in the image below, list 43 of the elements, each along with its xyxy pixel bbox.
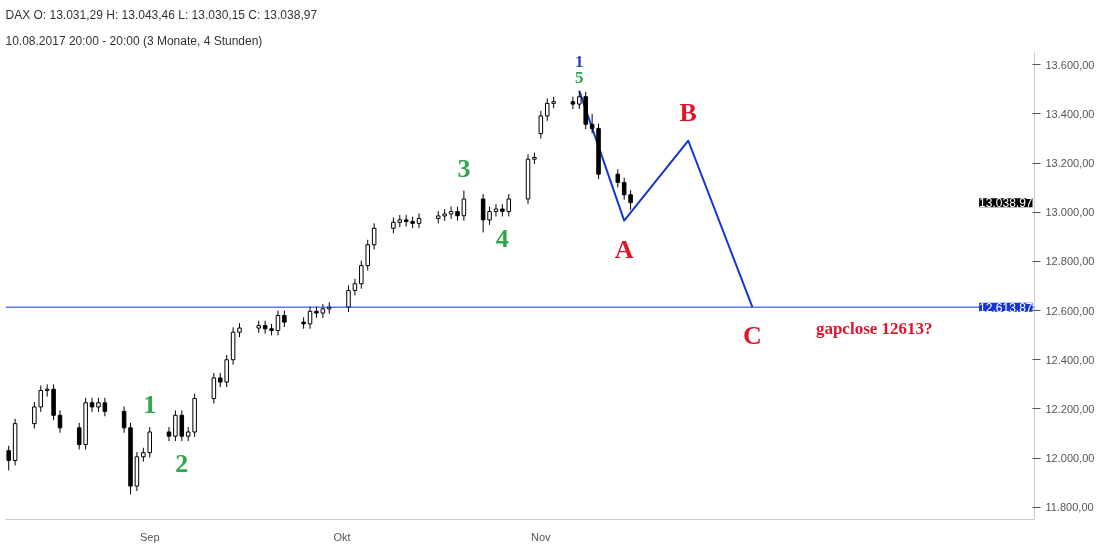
candlestick — [6, 445, 11, 471]
candlestick — [589, 113, 595, 134]
candlestick — [371, 222, 377, 251]
x-tick-label: Sep — [139, 530, 160, 543]
y-tick-label: 12.200,00 — [1045, 402, 1095, 415]
y-tick-label: 11.800,00 — [1045, 501, 1094, 514]
ref-line-label: 12.613,87 — [979, 300, 1033, 315]
y-tick-label: 12.600,00 — [1045, 304, 1095, 317]
candlestick — [89, 397, 95, 413]
candlestick — [493, 203, 499, 217]
candlestick — [307, 305, 313, 330]
annotation: 1 — [143, 390, 157, 420]
candlestick — [570, 96, 576, 110]
annotation: A — [614, 234, 634, 264]
annotation: gapclose 12613? — [815, 319, 933, 339]
chart-subtitle: 10.08.2017 20:00 - 20:00 (3 Monate, 4 Stunden) — [5, 33, 263, 48]
candlestick — [211, 372, 217, 404]
candlestick — [448, 206, 454, 220]
candlestick — [416, 212, 422, 229]
x-tick-label: Nov — [531, 530, 552, 543]
chart-title: DAX O: 13.031,29 H: 13.043,46 L: 13.030,15 C: 13.038,97 — [5, 7, 318, 22]
annotation: B — [679, 97, 697, 127]
y-tick-label: 12.000,00 — [1045, 452, 1095, 465]
candlestick — [38, 385, 44, 413]
y-tick-label: 13.600,00 — [1045, 58, 1095, 71]
annotation: C — [743, 321, 762, 351]
y-tick-label: 13.000,00 — [1045, 206, 1095, 219]
candlestick — [352, 278, 358, 296]
annotation: 13.038,97 — [979, 196, 1033, 211]
candlestick — [32, 401, 37, 430]
candlestick — [275, 310, 281, 336]
candlestick — [166, 426, 172, 442]
annotation: 4 — [495, 224, 509, 254]
candlestick — [615, 168, 621, 188]
annotation: 3 — [457, 153, 471, 183]
candlestick — [346, 285, 351, 313]
y-tick-label: 12.400,00 — [1045, 353, 1095, 366]
y-tick-label: 12.800,00 — [1045, 255, 1095, 268]
y-tick-label: 13.400,00 — [1045, 107, 1095, 120]
annotation: 2 — [175, 449, 189, 479]
x-tick-label: Okt — [333, 530, 351, 543]
candlestick — [538, 110, 544, 140]
y-tick-label: 13.200,00 — [1045, 157, 1095, 170]
